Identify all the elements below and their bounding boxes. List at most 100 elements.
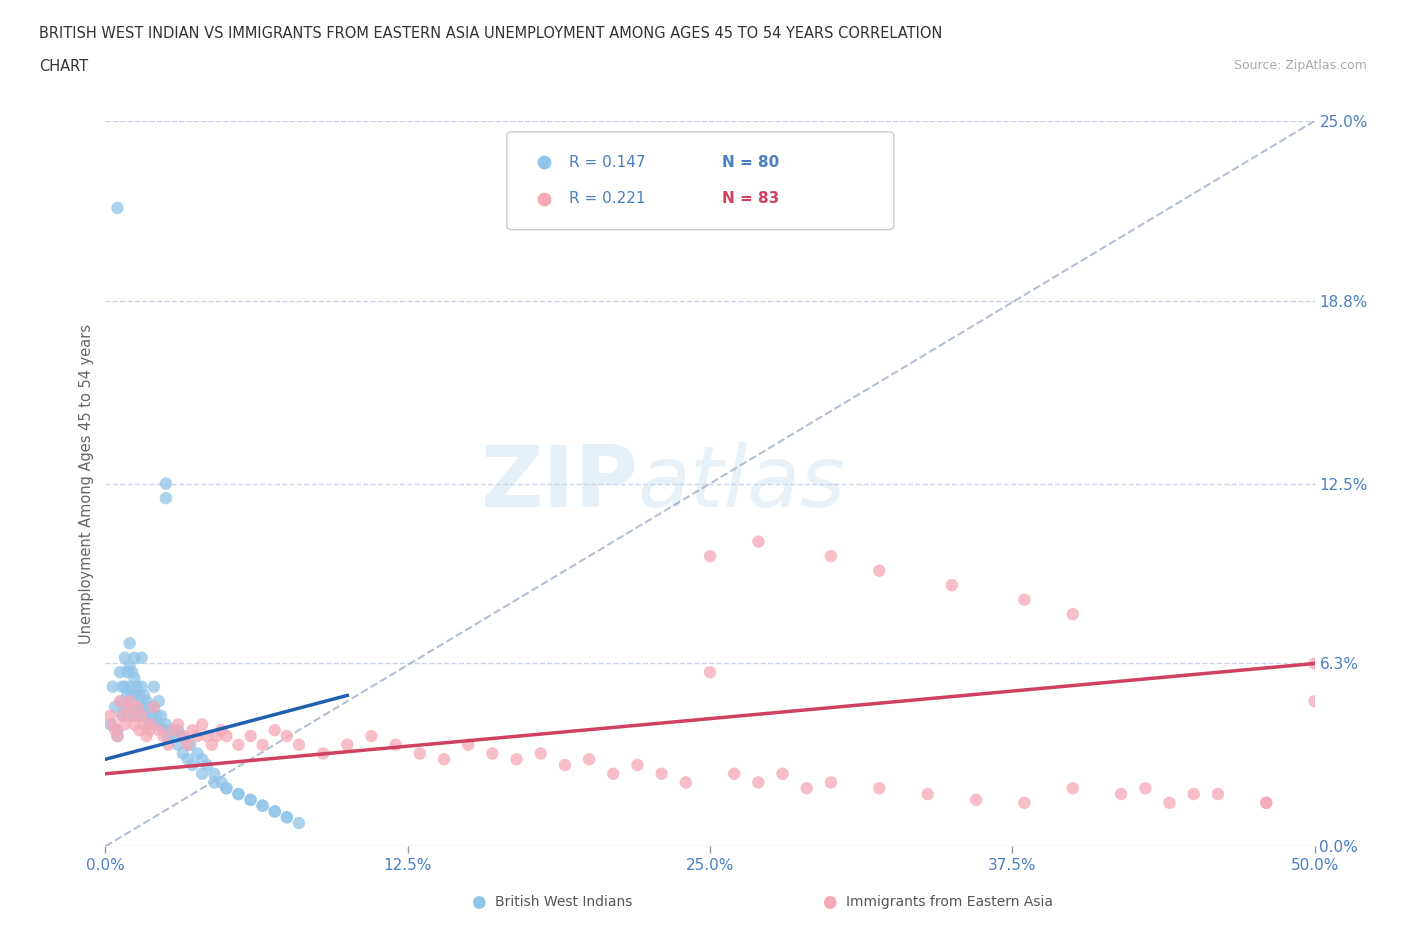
Point (157, 737, 180, 752)
Point (131, 699, 153, 714)
Text: N = 80: N = 80 (723, 154, 779, 170)
Point (141, 717, 163, 732)
Point (181, 758, 204, 773)
Point (201, 737, 224, 752)
Point (118, 699, 141, 714)
Text: Immigrants from Eastern Asia: Immigrants from Eastern Asia (846, 895, 1053, 910)
Point (118, 659, 141, 674)
Point (409, 746, 432, 761)
Point (215, 781, 238, 796)
Point (1014, 795, 1036, 810)
Point (121, 688, 143, 703)
Point (747, 775, 769, 790)
Point (699, 549, 721, 564)
Point (128, 688, 150, 703)
Text: atlas: atlas (637, 442, 845, 525)
Point (172, 728, 194, 743)
Point (162, 723, 184, 737)
Text: BRITISH WEST INDIAN VS IMMIGRANTS FROM EASTERN ASIA UNEMPLOYMENT AMONG AGES 45 T: BRITISH WEST INDIAN VS IMMIGRANTS FROM E… (39, 26, 943, 41)
Point (1256, 795, 1278, 810)
Point (312, 746, 335, 761)
Point (1014, 592, 1036, 607)
Point (131, 679, 153, 694)
Point (115, 709, 138, 724)
Point (796, 781, 818, 796)
Point (157, 728, 180, 743)
Point (115, 699, 138, 714)
Point (252, 798, 274, 813)
Text: ZIP: ZIP (479, 442, 637, 525)
Point (1303, 694, 1326, 709)
Point (118, 694, 141, 709)
Point (288, 816, 311, 830)
Text: R = 0.221: R = 0.221 (568, 191, 645, 206)
Point (179, 737, 201, 752)
Point (276, 728, 298, 743)
Point (263, 723, 285, 737)
Point (917, 787, 939, 802)
Point (98, 709, 121, 724)
Point (1135, 781, 1157, 796)
Point (457, 737, 479, 752)
Point (111, 709, 134, 724)
Point (138, 717, 160, 732)
Point (111, 694, 134, 709)
Point (965, 792, 987, 807)
Point (148, 717, 170, 732)
Point (155, 491, 177, 506)
Point (384, 737, 406, 752)
Point (820, 775, 842, 790)
Point (134, 709, 156, 724)
Point (135, 728, 157, 743)
Point (723, 766, 745, 781)
Point (202, 766, 225, 781)
Point (186, 728, 208, 743)
Point (104, 723, 127, 737)
Point (115, 688, 138, 703)
Point (276, 810, 298, 825)
Point (228, 787, 250, 802)
Point (128, 723, 150, 737)
Point (142, 699, 165, 714)
Point (145, 709, 167, 724)
Point (772, 766, 794, 781)
Point (167, 723, 190, 737)
Point (195, 728, 218, 743)
Point (155, 717, 177, 732)
Point (124, 671, 146, 685)
Point (155, 476, 177, 491)
Point (186, 746, 208, 761)
Text: R = 0.147: R = 0.147 (568, 154, 645, 170)
Point (211, 723, 233, 737)
Point (118, 679, 141, 694)
Point (505, 751, 527, 766)
Point (167, 737, 190, 752)
Point (114, 699, 136, 714)
Point (114, 650, 136, 665)
Text: CHART: CHART (39, 59, 89, 73)
Point (124, 650, 146, 665)
Point (107, 728, 129, 743)
Point (121, 709, 143, 724)
Point (1159, 795, 1181, 810)
Point (101, 679, 124, 694)
Point (121, 665, 143, 680)
Point (115, 665, 138, 680)
Point (108, 665, 131, 680)
Point (191, 751, 214, 766)
Point (433, 751, 456, 766)
Point (125, 679, 148, 694)
Point (360, 728, 382, 743)
Point (239, 792, 262, 807)
Point (626, 758, 648, 773)
Point (107, 728, 129, 743)
Point (131, 650, 153, 665)
Text: ●: ● (471, 893, 485, 911)
Point (252, 737, 274, 752)
Point (142, 717, 165, 732)
Point (128, 709, 150, 724)
Point (263, 804, 285, 819)
Point (107, 201, 129, 216)
Text: N = 83: N = 83 (723, 191, 779, 206)
Point (602, 766, 624, 781)
